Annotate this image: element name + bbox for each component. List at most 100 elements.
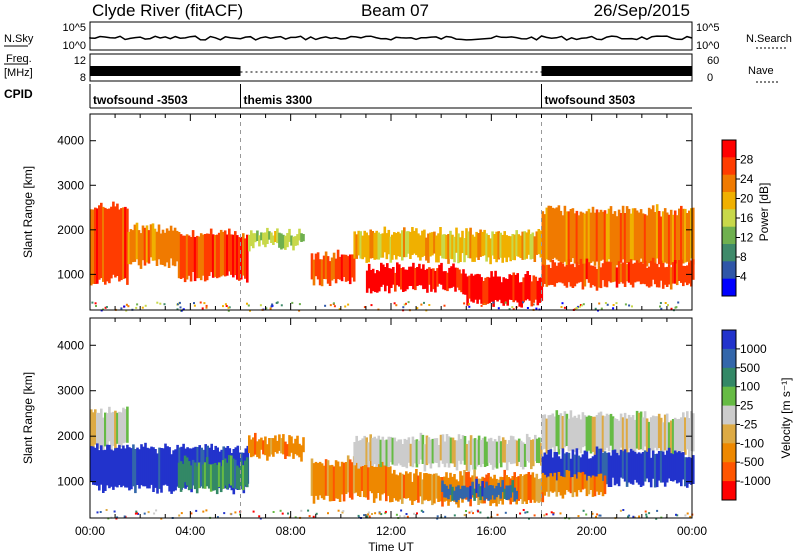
data-speck: [347, 303, 350, 306]
data-speck: [644, 510, 647, 513]
y-tick-label: 3000: [57, 178, 84, 192]
data-cell: [405, 439, 409, 469]
data-cell: [139, 233, 143, 269]
data-cell: [191, 230, 195, 272]
noise-panel: N.Sky 10^5 10^0 10^5 10^0 N.Search: [4, 21, 792, 52]
nave-tick-high: 60: [707, 55, 719, 67]
data-speck: [543, 514, 546, 517]
data-speck: [258, 515, 261, 518]
data-cell: [621, 262, 625, 284]
data-cell: [649, 209, 653, 266]
data-cell: [467, 471, 470, 497]
data-cell: [639, 453, 643, 487]
data-cell: [637, 212, 641, 264]
data-cell: [510, 275, 513, 300]
data-cell: [378, 271, 381, 292]
data-cell: [651, 450, 655, 479]
data-cell: [370, 457, 374, 494]
data-cell: [480, 277, 483, 304]
data-cell: [431, 232, 434, 256]
data-cell: [445, 434, 449, 464]
data-cell: [286, 233, 289, 248]
data-cell: [359, 440, 362, 467]
data-cell: [118, 209, 121, 282]
data-cell: [661, 422, 665, 456]
x-tick-label: 08:00: [276, 524, 306, 538]
data-speck: [176, 308, 179, 311]
data-cell: [515, 477, 518, 505]
data-cell: [120, 208, 123, 281]
data-cell: [428, 267, 431, 285]
data-cell: [581, 212, 585, 269]
data-cell: [525, 232, 528, 259]
data-cell: [595, 269, 599, 291]
data-cell: [623, 412, 627, 452]
data-cell: [102, 450, 105, 493]
nave-label: Nave: [748, 65, 774, 77]
data-cell: [385, 233, 389, 260]
data-cell: [142, 446, 145, 487]
data-cell: [377, 232, 381, 260]
data-cell: [98, 450, 101, 491]
data-speck: [465, 510, 467, 512]
data-cell: [102, 206, 105, 282]
data-cell: [517, 438, 521, 462]
data-cell: [603, 416, 607, 451]
data-cell: [545, 418, 549, 454]
data-cell: [375, 230, 378, 260]
data-cell: [439, 434, 443, 461]
data-speck: [224, 303, 227, 306]
data-cell: [92, 446, 95, 485]
data-cell: [545, 477, 549, 492]
data-cell: [571, 208, 575, 259]
data-cell: [601, 452, 605, 486]
data-cell: [398, 264, 401, 287]
data-cell: [433, 473, 436, 504]
data-cell: [274, 231, 277, 242]
data-cell: [399, 439, 403, 466]
colorbar-tick-label: -100: [740, 436, 764, 450]
data-speck: [545, 513, 548, 516]
data-cell: [153, 228, 157, 261]
data-cell: [495, 231, 498, 263]
data-cell: [236, 465, 239, 489]
data-cell: [391, 473, 394, 502]
data-speck: [300, 509, 303, 512]
data-speck: [659, 302, 662, 304]
data-cell: [262, 232, 265, 245]
data-cell: [625, 452, 629, 487]
data-cell: [126, 208, 129, 285]
data-cell: [663, 208, 667, 263]
data-cell: [503, 488, 506, 499]
data-cell: [569, 264, 573, 287]
data-cell: [623, 265, 627, 287]
data-cell: [651, 257, 655, 280]
data-speck: [563, 306, 566, 309]
freq-panel: Freq. [MHz] 12 8 60 0 Nave: [4, 53, 778, 84]
data-cell: [479, 229, 482, 257]
data-cell: [603, 210, 607, 266]
data-cell: [481, 231, 484, 257]
data-cell: [210, 443, 213, 485]
data-cell: [457, 434, 461, 461]
data-cell: [635, 453, 639, 483]
data-cell: [585, 451, 589, 484]
data-cell: [671, 262, 675, 284]
data-cell: [191, 459, 195, 486]
data-cell: [170, 454, 173, 494]
data-cell: [585, 211, 589, 264]
data-cell: [262, 440, 265, 455]
data-speck: [329, 304, 332, 307]
data-cell: [355, 435, 358, 463]
data-cell: [473, 236, 476, 262]
data-cell: [495, 485, 498, 498]
data-cell: [474, 274, 477, 300]
data-cell: [675, 215, 679, 268]
data-cell: [185, 234, 189, 280]
data-speck: [560, 306, 563, 308]
data-cell: [244, 238, 247, 279]
data-cell: [136, 447, 139, 485]
data-cell: [597, 265, 601, 288]
data-speck: [552, 513, 555, 516]
data-speck: [384, 512, 387, 515]
